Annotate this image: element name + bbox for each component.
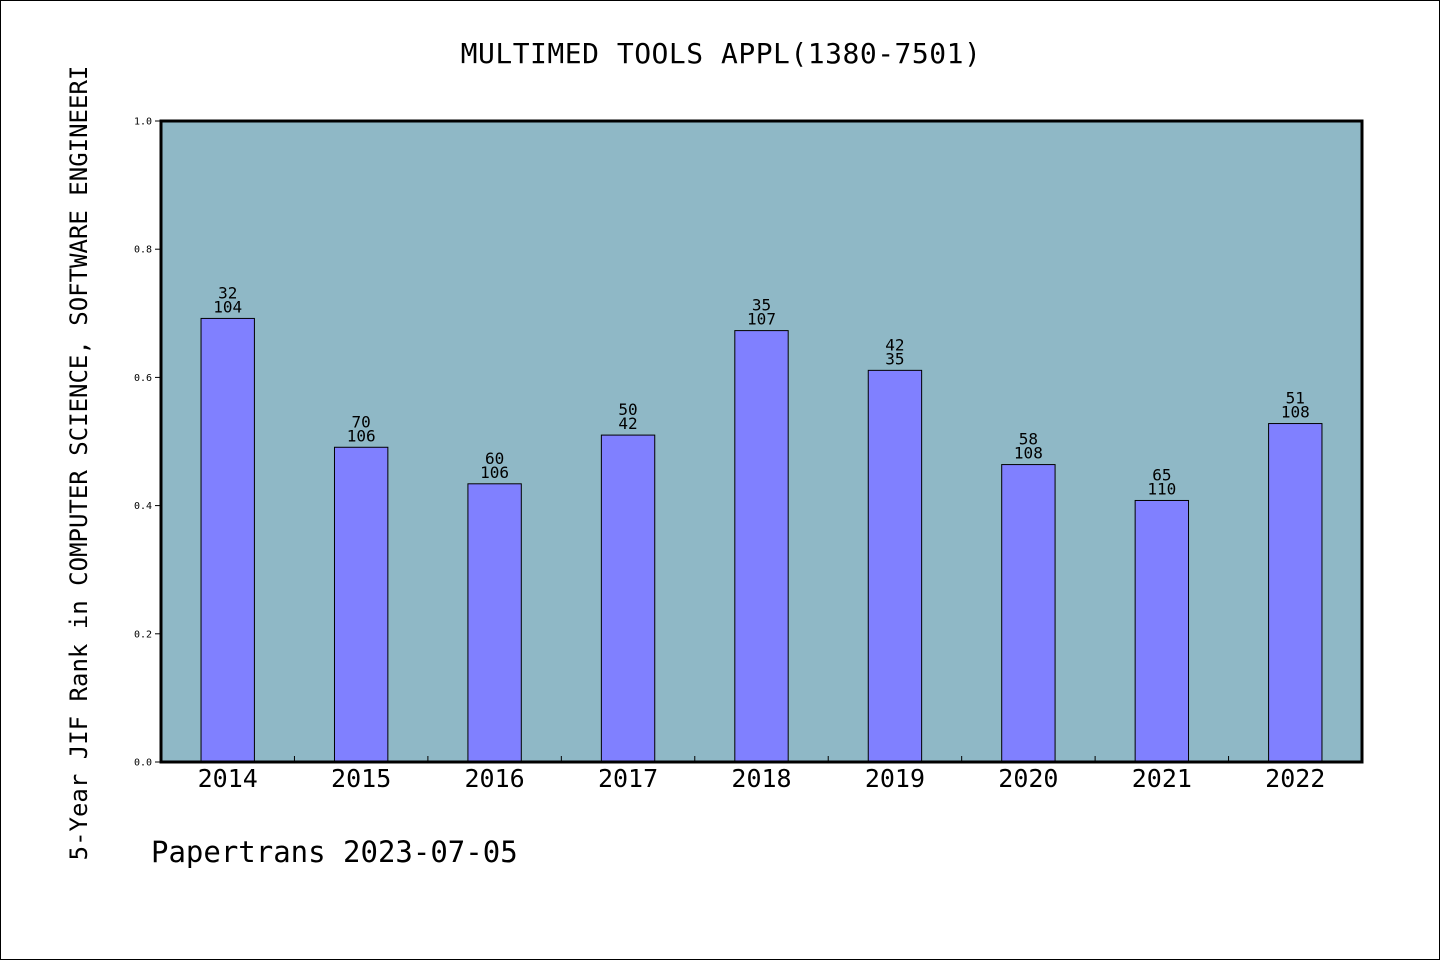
bar-2020 (1001, 464, 1056, 763)
footer-credit: Papertrans 2023-07-05 (151, 835, 518, 869)
x-tick-label: 2014 (198, 764, 258, 793)
x-tick-label: 2015 (331, 764, 391, 793)
bar-label-bottom: 110 (1147, 479, 1176, 498)
x-tick-label: 2017 (598, 764, 658, 793)
bar-label-bottom: 106 (480, 463, 509, 482)
bar-label-bottom: 35 (885, 349, 904, 368)
y-tick-label: 0.0 (134, 758, 152, 769)
bar-2019 (867, 369, 923, 763)
bar-2021 (1134, 499, 1190, 763)
x-tick-label: 2016 (465, 764, 525, 793)
y-tick-label: 0.8 (134, 245, 152, 256)
bar-label-top: 60 (485, 449, 504, 468)
bar-2014 (200, 317, 255, 763)
y-tick-label: 1.0 (134, 117, 152, 128)
bar-2016 (467, 483, 522, 763)
bar-label-bottom: 104 (213, 297, 242, 316)
bar-label-bottom: 42 (618, 414, 637, 433)
chart-title: MULTIMED TOOLS APPL(1380-7501) (460, 37, 982, 70)
bar-label-top: 70 (352, 412, 371, 431)
x-tick-label: 2021 (1132, 764, 1192, 793)
bar-label-bottom: 107 (747, 310, 776, 329)
y-tick-label: 0.2 (134, 629, 152, 640)
plot-frame (159, 119, 1364, 764)
bar-label-bottom: 108 (1281, 403, 1310, 422)
bar-2022 (1268, 423, 1323, 763)
bar-label-bottom: 108 (1014, 444, 1043, 463)
x-tick-label: 2019 (865, 764, 925, 793)
bar-2018 (734, 330, 789, 763)
bar-2017 (600, 434, 656, 763)
bar-label-top: 50 (618, 400, 637, 419)
bar-label-top: 58 (1019, 430, 1038, 449)
bar-label-bottom: 106 (347, 426, 376, 445)
y-tick-label: 0.6 (134, 373, 152, 384)
bar-label-top: 65 (1152, 465, 1171, 484)
bar-2015 (333, 446, 389, 763)
bar-label-top: 35 (752, 296, 771, 315)
x-tick-label: 2020 (998, 764, 1058, 793)
bar-label-top: 42 (885, 335, 904, 354)
bar-label-top: 32 (218, 283, 237, 302)
x-tick-label: 2018 (731, 764, 791, 793)
bar-label-top: 51 (1286, 389, 1305, 408)
x-tick-label: 2022 (1265, 764, 1325, 793)
y-tick-label: 0.4 (134, 501, 152, 512)
